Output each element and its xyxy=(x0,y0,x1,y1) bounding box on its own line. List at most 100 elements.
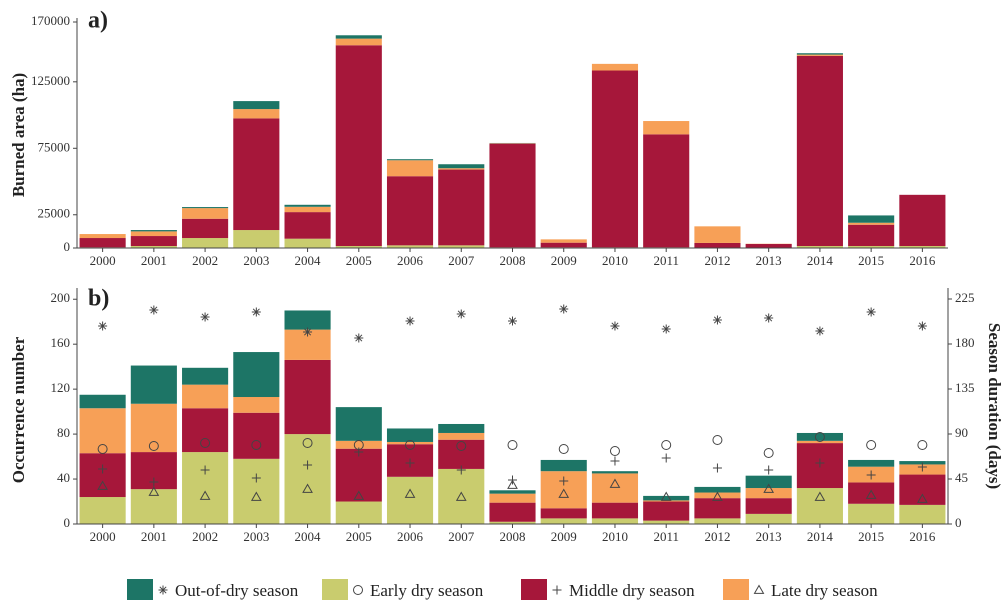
bar-segment xyxy=(182,218,229,239)
duration-marker xyxy=(814,491,826,501)
duration-marker xyxy=(609,446,620,456)
bar-segment xyxy=(643,500,690,502)
x-tick-label: 2014 xyxy=(807,253,834,268)
bar-segment xyxy=(233,352,280,398)
bar-segment xyxy=(130,489,177,524)
bar-segment xyxy=(284,206,331,213)
duration-marker xyxy=(866,440,877,450)
duration-marker xyxy=(815,458,825,468)
bar-segment xyxy=(386,245,434,248)
legend-label: Late dry season xyxy=(771,581,878,600)
duration-marker xyxy=(98,321,108,331)
duration-marker xyxy=(815,326,825,336)
y-axis-label: Occurrence number xyxy=(9,336,28,483)
legend-label: Out-of-dry season xyxy=(175,581,299,600)
duration-marker xyxy=(97,480,108,490)
bar-segment xyxy=(745,513,792,524)
y-tick-label: 80 xyxy=(57,425,70,440)
duration-marker xyxy=(559,304,569,314)
duration-marker xyxy=(610,321,620,331)
bar-segment xyxy=(335,440,382,449)
x-tick-label: 2001 xyxy=(141,529,167,544)
bar-segment xyxy=(233,118,280,231)
bar-segment xyxy=(643,501,690,521)
bar-segment xyxy=(643,134,690,248)
y-tick-label: 0 xyxy=(64,239,71,254)
x-tick-label: 2002 xyxy=(192,253,218,268)
bar-segment xyxy=(233,101,280,110)
bar-segment xyxy=(130,230,177,232)
y-tick-label: 40 xyxy=(57,470,70,485)
legend-swatch xyxy=(127,579,153,600)
duration-marker xyxy=(917,321,927,331)
bar-segment xyxy=(284,238,331,248)
bar-segment xyxy=(79,453,126,498)
bar-segment xyxy=(796,432,843,441)
bar-segment xyxy=(386,160,434,177)
bar-segment xyxy=(591,471,639,474)
duration-marker xyxy=(712,491,723,501)
bar-segment xyxy=(591,63,639,71)
duration-marker xyxy=(764,465,774,475)
bar-segment xyxy=(489,490,536,494)
duration-marker xyxy=(558,488,570,498)
bar-segment xyxy=(182,238,229,248)
x-tick-label: 2006 xyxy=(397,253,424,268)
duration-marker xyxy=(302,483,313,493)
bar-segment xyxy=(643,520,690,524)
bar-segment xyxy=(796,488,843,524)
duration-marker xyxy=(98,464,108,474)
duration-marker xyxy=(661,324,671,334)
duration-marker xyxy=(251,307,261,317)
duration-marker xyxy=(405,458,415,468)
bar-segment xyxy=(899,246,946,248)
bar-segment xyxy=(335,45,382,247)
bar-segment xyxy=(643,121,690,135)
x-tick-label: 2012 xyxy=(704,529,730,544)
bar-segment xyxy=(284,204,331,207)
y2-tick-label: 0 xyxy=(955,515,962,530)
x-tick-label: 2004 xyxy=(295,253,322,268)
bar-segment xyxy=(79,408,126,454)
bar-segment xyxy=(540,508,587,519)
bar-segment xyxy=(386,176,434,246)
bar-segment xyxy=(848,503,895,524)
duration-marker xyxy=(251,440,262,450)
bar-segment xyxy=(796,55,843,247)
y-tick-label: 170000 xyxy=(31,13,70,28)
bar-segment xyxy=(335,35,382,39)
duration-marker xyxy=(763,483,775,493)
bar-segment xyxy=(540,242,587,248)
y-tick-label: 160 xyxy=(51,335,71,350)
x-tick-label: 2013 xyxy=(756,529,782,544)
duration-marker xyxy=(712,435,723,445)
bar-segment xyxy=(335,38,382,46)
legend-swatch xyxy=(723,579,749,600)
bar-segment xyxy=(489,493,536,503)
x-tick-label: 2013 xyxy=(756,253,782,268)
duration-marker xyxy=(559,476,569,486)
duration-marker xyxy=(866,307,876,317)
x-tick-label: 2007 xyxy=(448,529,475,544)
bar-segment xyxy=(233,109,280,119)
duration-marker xyxy=(917,493,928,503)
y-axis-label: Burned area (ha) xyxy=(9,73,28,197)
duration-marker xyxy=(353,440,364,450)
duration-marker xyxy=(404,488,416,498)
bar-segment xyxy=(745,488,792,499)
y-tick-label: 0 xyxy=(64,515,71,530)
duration-marker xyxy=(609,478,621,488)
duration-marker xyxy=(814,432,825,442)
x-tick-label: 2000 xyxy=(90,529,116,544)
bar-segment xyxy=(233,458,280,524)
bar-segment xyxy=(745,244,792,248)
bar-segment xyxy=(591,502,639,519)
bar-segment xyxy=(591,70,639,248)
bar-segment xyxy=(899,474,946,505)
x-tick-label: 2016 xyxy=(909,253,936,268)
bar-segment xyxy=(796,53,843,55)
bar-segment xyxy=(182,408,229,453)
bar-segment xyxy=(540,459,587,472)
legend-marker xyxy=(552,585,562,595)
bar-segment xyxy=(284,359,331,435)
